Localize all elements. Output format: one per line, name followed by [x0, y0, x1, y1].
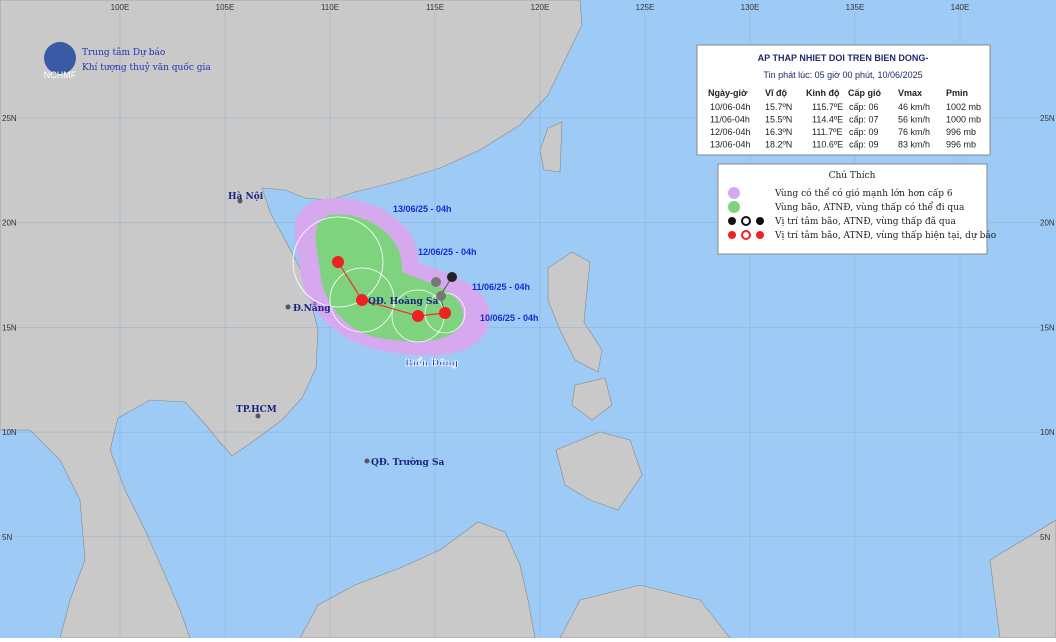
- agency-name: Khí tượng thuỷ văn quốc gia: [82, 62, 211, 73]
- track-label: 12/06/25 - 04h: [418, 247, 477, 257]
- lon-label: 105E: [216, 3, 235, 12]
- table-cell: cấp: 09: [849, 127, 879, 137]
- city-dots: [237, 198, 370, 464]
- legend-label: Vùng bão, ATNĐ, vùng thấp có thể đi qua: [774, 201, 965, 213]
- place-label: Hà Nội: [228, 191, 264, 202]
- info-issued: Tin phát lúc: 05 giờ 00 phút, 10/06/2025: [763, 70, 922, 80]
- place-label: TP.HCM: [236, 405, 277, 415]
- track-forecast: [337, 261, 446, 317]
- lat-label: 20N: [1040, 219, 1055, 228]
- agency-name: Trung tâm Dự báo: [82, 47, 165, 58]
- lon-label: 115E: [426, 3, 444, 12]
- lat-label: 5N: [2, 533, 12, 542]
- table-cell: 76 km/h: [898, 127, 930, 137]
- table-cell: 996 mb: [946, 127, 976, 137]
- table-header: Cấp gió: [848, 88, 882, 98]
- info-box: [696, 44, 991, 156]
- legend-box: [717, 163, 988, 255]
- info-table: Ngày-giờ Vĩ độ Kinh độ Cấp gió Vmax Pmin 10/06…: [708, 88, 981, 150]
- info-title: AP THAP NHIET DOI TREN BIEN DONG-: [758, 53, 929, 63]
- track-label: 10/06/25 - 04h: [480, 313, 539, 323]
- table-cell: 110.6ºE: [812, 140, 843, 150]
- table-cell: 114.4ºE: [812, 115, 843, 125]
- place-label: QĐ. Hoàng Sa: [368, 296, 438, 307]
- legend-swatch: [728, 187, 740, 199]
- table-cell: 15.7ºN: [765, 102, 792, 112]
- track-label: 11/06/25 - 04h: [472, 282, 530, 292]
- table-cell: 83 km/h: [898, 140, 930, 150]
- legend-swatch: [728, 230, 764, 240]
- track-points: [332, 256, 457, 322]
- lon-label: 140E: [951, 3, 970, 12]
- legend-label: Vùng có thể có gió mạnh lớn hơn cấp 6: [774, 187, 953, 199]
- table-cell: 1000 mb: [946, 115, 981, 125]
- track-labels: 13/06/25 - 04h 12/06/25 - 04h 11/06/25 - 0…: [393, 204, 539, 323]
- storm-area: [315, 214, 463, 342]
- table-cell: 111.7ºE: [812, 127, 842, 137]
- legend-swatch: [728, 216, 764, 226]
- lat-label: 10N: [1040, 428, 1055, 437]
- table-cell: 56 km/h: [898, 115, 930, 125]
- lat-label: 25N: [2, 114, 17, 123]
- table-cell: 46 km/h: [898, 102, 930, 112]
- table-cell: cấp: 07: [849, 115, 879, 125]
- table-cell: 12/06-04h: [710, 127, 751, 137]
- legend-label: Vị trí tâm bão, ATNĐ, vùng thấp đã qua: [774, 216, 956, 227]
- lat-label: 20N: [2, 219, 17, 228]
- lon-label: 100E: [111, 3, 130, 12]
- table-cell: 15.5ºN: [765, 115, 792, 125]
- table-cell: 13/06-04h: [710, 140, 751, 150]
- logo-text: NCHMF: [44, 70, 77, 80]
- table-cell: cấp: 06: [849, 102, 879, 112]
- place-label: Đ.Nẵng: [293, 302, 331, 314]
- lon-label: 120E: [531, 3, 550, 12]
- lon-label: 130E: [741, 3, 760, 12]
- table-header: Kinh độ: [806, 88, 840, 98]
- legend-items: Vùng có thể có gió mạnh lớn hơn cấp 6 Vùn…: [774, 187, 996, 241]
- lat-label: 10N: [2, 428, 17, 437]
- table-cell: 16.3ºN: [765, 127, 792, 137]
- legend-title: Chú Thích: [829, 170, 876, 181]
- lon-label: 135E: [846, 3, 865, 12]
- lon-label: 125E: [636, 3, 655, 12]
- table-cell: 996 mb: [946, 140, 976, 150]
- table-header: Ngày-giờ: [708, 88, 748, 98]
- table-cell: 18.2ºN: [765, 140, 792, 150]
- track-label: 13/06/25 - 04h: [393, 204, 452, 214]
- lat-label: 15N: [2, 323, 17, 332]
- lat-label: 25N: [1040, 114, 1055, 123]
- lat-label: 5N: [1040, 533, 1050, 542]
- legend-swatch: [728, 201, 740, 213]
- legend-label: Vị trí tâm bão, ATNĐ, vùng thấp hiện tại…: [774, 230, 996, 241]
- place-label: QĐ. Trường Sa: [371, 457, 444, 468]
- lon-label: 110E: [321, 3, 339, 12]
- agency-logo: [44, 42, 76, 74]
- table-cell: cấp: 09: [849, 140, 879, 150]
- table-cell: 115.7ºE: [812, 102, 843, 112]
- place-labels: Hà Nội Đ.Nẵng QĐ. Hoàng Sa TP.HCM QĐ. Trường…: [228, 191, 459, 468]
- table-header: Vmax: [898, 88, 922, 98]
- table-cell: 11/06-04h: [710, 115, 750, 125]
- table-header: Vĩ độ: [765, 88, 788, 98]
- table-cell: 10/06-04h: [710, 102, 751, 112]
- table-cell: 1002 mb: [946, 102, 981, 112]
- lat-label: 15N: [1040, 323, 1055, 332]
- place-label: Biển Đông: [405, 357, 459, 369]
- table-header: Pmin: [946, 88, 968, 98]
